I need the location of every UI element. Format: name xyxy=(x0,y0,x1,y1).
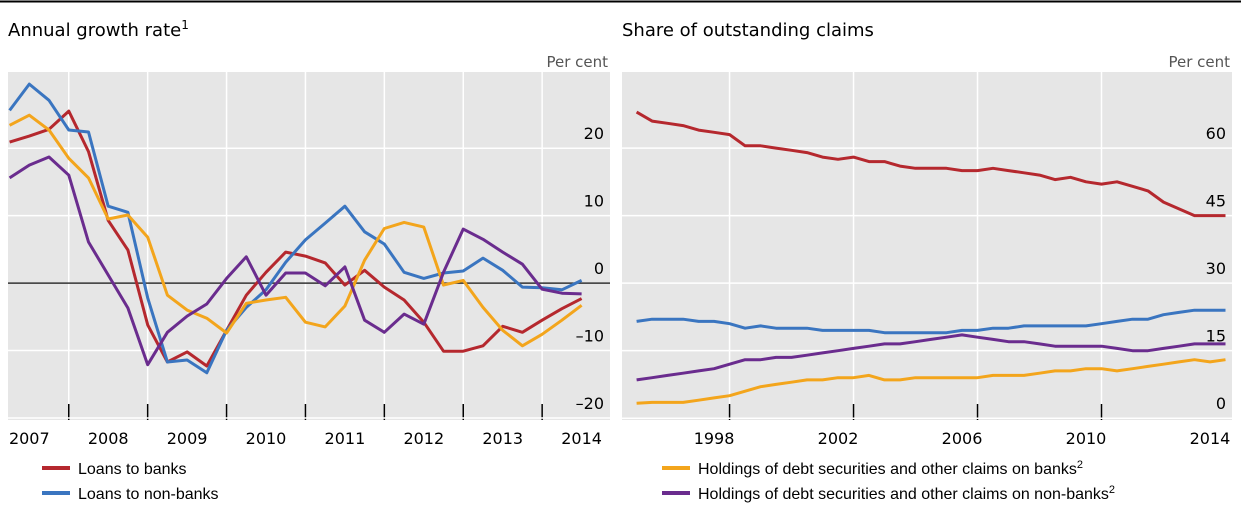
y-tick-label: 15 xyxy=(1206,327,1226,346)
series-line xyxy=(636,333,1226,382)
x-tick-label: 2014 xyxy=(561,429,602,448)
y-tick-label: 0 xyxy=(594,259,604,278)
chart-title: Annual growth rate1 xyxy=(8,18,189,41)
x-tick-label: 2010 xyxy=(246,429,287,448)
y-axis-unit: Per cent xyxy=(546,53,608,71)
plot-area xyxy=(8,72,610,420)
legend-note: 2 xyxy=(1109,484,1115,496)
legend-label: Loans to non-banks xyxy=(78,486,219,503)
y-tick-label: 45 xyxy=(1206,192,1226,211)
x-tick-label: 2012 xyxy=(403,429,444,448)
series-line xyxy=(636,308,1226,335)
legend-label: Holdings of debt securities and other cl… xyxy=(698,459,1083,478)
x-tick-label: 2002 xyxy=(818,429,859,448)
title-text: Share of outstanding claims xyxy=(622,20,874,41)
series-line xyxy=(635,110,1226,218)
series-line xyxy=(8,82,583,375)
y-tick-label: 10 xyxy=(584,192,604,211)
x-tick-label: 2014 xyxy=(1190,429,1231,448)
legend-name: Holdings of debt securities and other cl… xyxy=(698,461,1077,478)
legend-name: Loans to banks xyxy=(78,461,187,478)
series-line xyxy=(636,358,1226,405)
x-tick-label: 2011 xyxy=(325,429,366,448)
x-tick-label: 2006 xyxy=(942,429,983,448)
legend-note: 2 xyxy=(1077,459,1083,471)
series-line xyxy=(8,155,582,367)
x-tick-label: 1998 xyxy=(694,429,735,448)
x-tick-label: 2007 xyxy=(9,429,50,448)
y-tick-label: 20 xyxy=(584,124,604,143)
y-tick-label: 0 xyxy=(1216,394,1226,413)
legend-label: Holdings of debt securities and other cl… xyxy=(698,484,1115,503)
y-tick-label: 30 xyxy=(1206,259,1226,278)
y-tick-label: –10 xyxy=(576,327,604,346)
legend-name: Loans to non-banks xyxy=(78,486,219,503)
y-tick-label: 60 xyxy=(1206,124,1226,143)
y-axis-unit: Per cent xyxy=(1168,53,1230,71)
series-line xyxy=(8,113,583,348)
chart-title: Share of outstanding claims xyxy=(622,20,874,41)
plot-area xyxy=(622,72,1232,420)
legend-name: Holdings of debt securities and other cl… xyxy=(698,486,1109,503)
x-tick-label: 2013 xyxy=(482,429,523,448)
title-note: 1 xyxy=(181,18,189,32)
title-text: Annual growth rate xyxy=(8,20,181,41)
x-tick-label: 2008 xyxy=(88,429,129,448)
y-tick-label: –20 xyxy=(576,394,604,413)
x-tick-label: 2009 xyxy=(167,429,208,448)
x-tick-label: 2010 xyxy=(1066,429,1107,448)
legend-label: Loans to banks xyxy=(78,461,187,478)
